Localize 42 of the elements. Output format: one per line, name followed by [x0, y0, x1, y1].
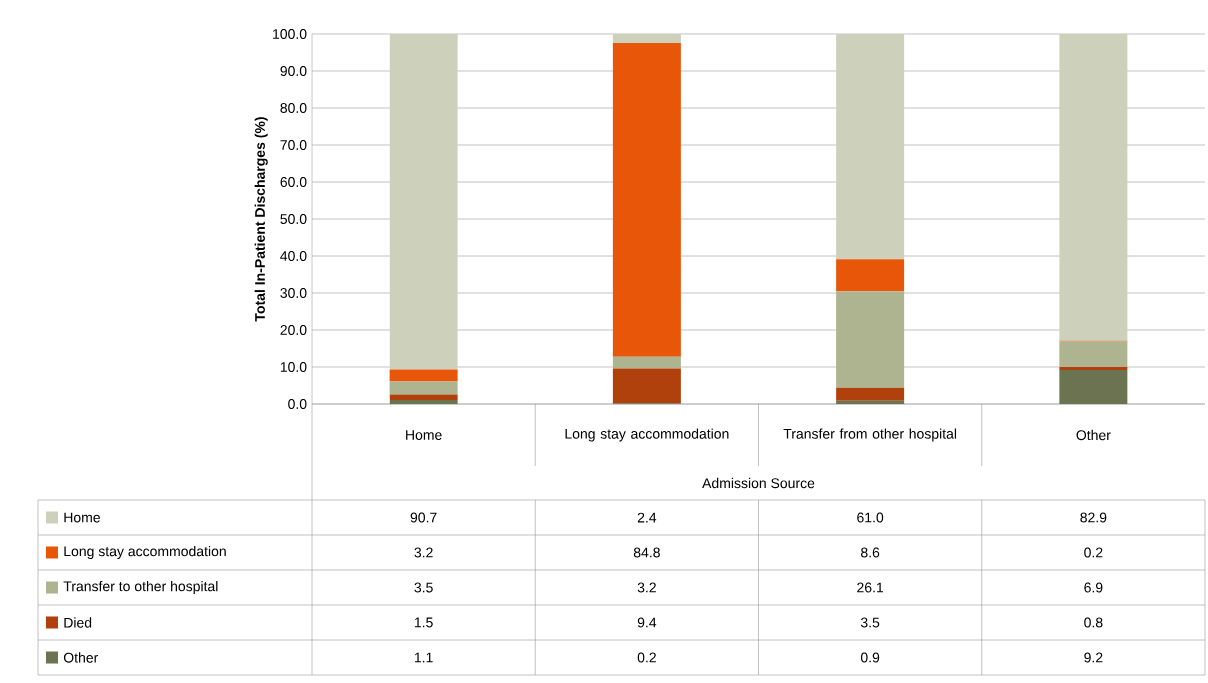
data-label: 84.8 — [633, 547, 660, 558]
legend-label: Other — [63, 652, 99, 663]
x-axis-title: Admission Source — [702, 477, 815, 489]
data-label: 26.1 — [857, 582, 884, 593]
data-label: 3.2 — [414, 547, 433, 558]
data-label: 3.2 — [637, 582, 656, 593]
y-tick-label: 10.0 — [280, 362, 307, 372]
y-tick-label: 100.0 — [273, 29, 307, 39]
y-tick-label: 60.0 — [280, 177, 307, 187]
data-label: 3.5 — [860, 617, 880, 628]
data-label: 61.0 — [857, 512, 884, 523]
legend-label: Long stay accommodation — [64, 545, 226, 560]
data-label: 0.9 — [860, 652, 880, 663]
x-tick-label: Other — [1076, 429, 1111, 441]
y-tick-label: 80.0 — [280, 103, 307, 113]
data-label: 1.5 — [414, 617, 433, 628]
data-label: 0.2 — [1084, 547, 1103, 558]
data-label: 1.1 — [414, 652, 433, 663]
data-label: 9.4 — [637, 617, 657, 628]
data-label: 90.7 — [410, 512, 437, 523]
data-label: 9.2 — [1084, 652, 1103, 663]
y-tick-label: 30.0 — [280, 288, 307, 298]
y-tick-label: 20.0 — [280, 325, 307, 335]
legend-label: Home — [64, 512, 100, 523]
data-label: 3.5 — [414, 582, 433, 593]
y-tick-label: 70.0 — [280, 140, 307, 150]
y-tick-label: 40.0 — [280, 251, 307, 261]
y-tick-label: 0.0 — [288, 399, 307, 409]
data-label: 2.4 — [637, 512, 657, 523]
y-tick-label: 90.0 — [280, 66, 307, 76]
x-tick-label: Home — [406, 430, 442, 440]
legend-label: Transfer to other hospital — [63, 580, 218, 595]
x-tick-label: Long stay accommodation — [565, 428, 729, 442]
data-label: 6.9 — [1084, 582, 1103, 593]
legend-label: Died — [64, 617, 92, 628]
data-label: 0.2 — [637, 652, 656, 663]
y-axis-title: Total In-Patient Discharges (%) — [254, 117, 268, 322]
y-tick-label: 50.0 — [280, 214, 307, 224]
data-label: 0.8 — [1084, 617, 1103, 628]
data-label: 82.9 — [1080, 512, 1107, 523]
x-tick-label: Transfer from other hospital — [783, 428, 957, 442]
data-label: 8.6 — [861, 547, 880, 558]
